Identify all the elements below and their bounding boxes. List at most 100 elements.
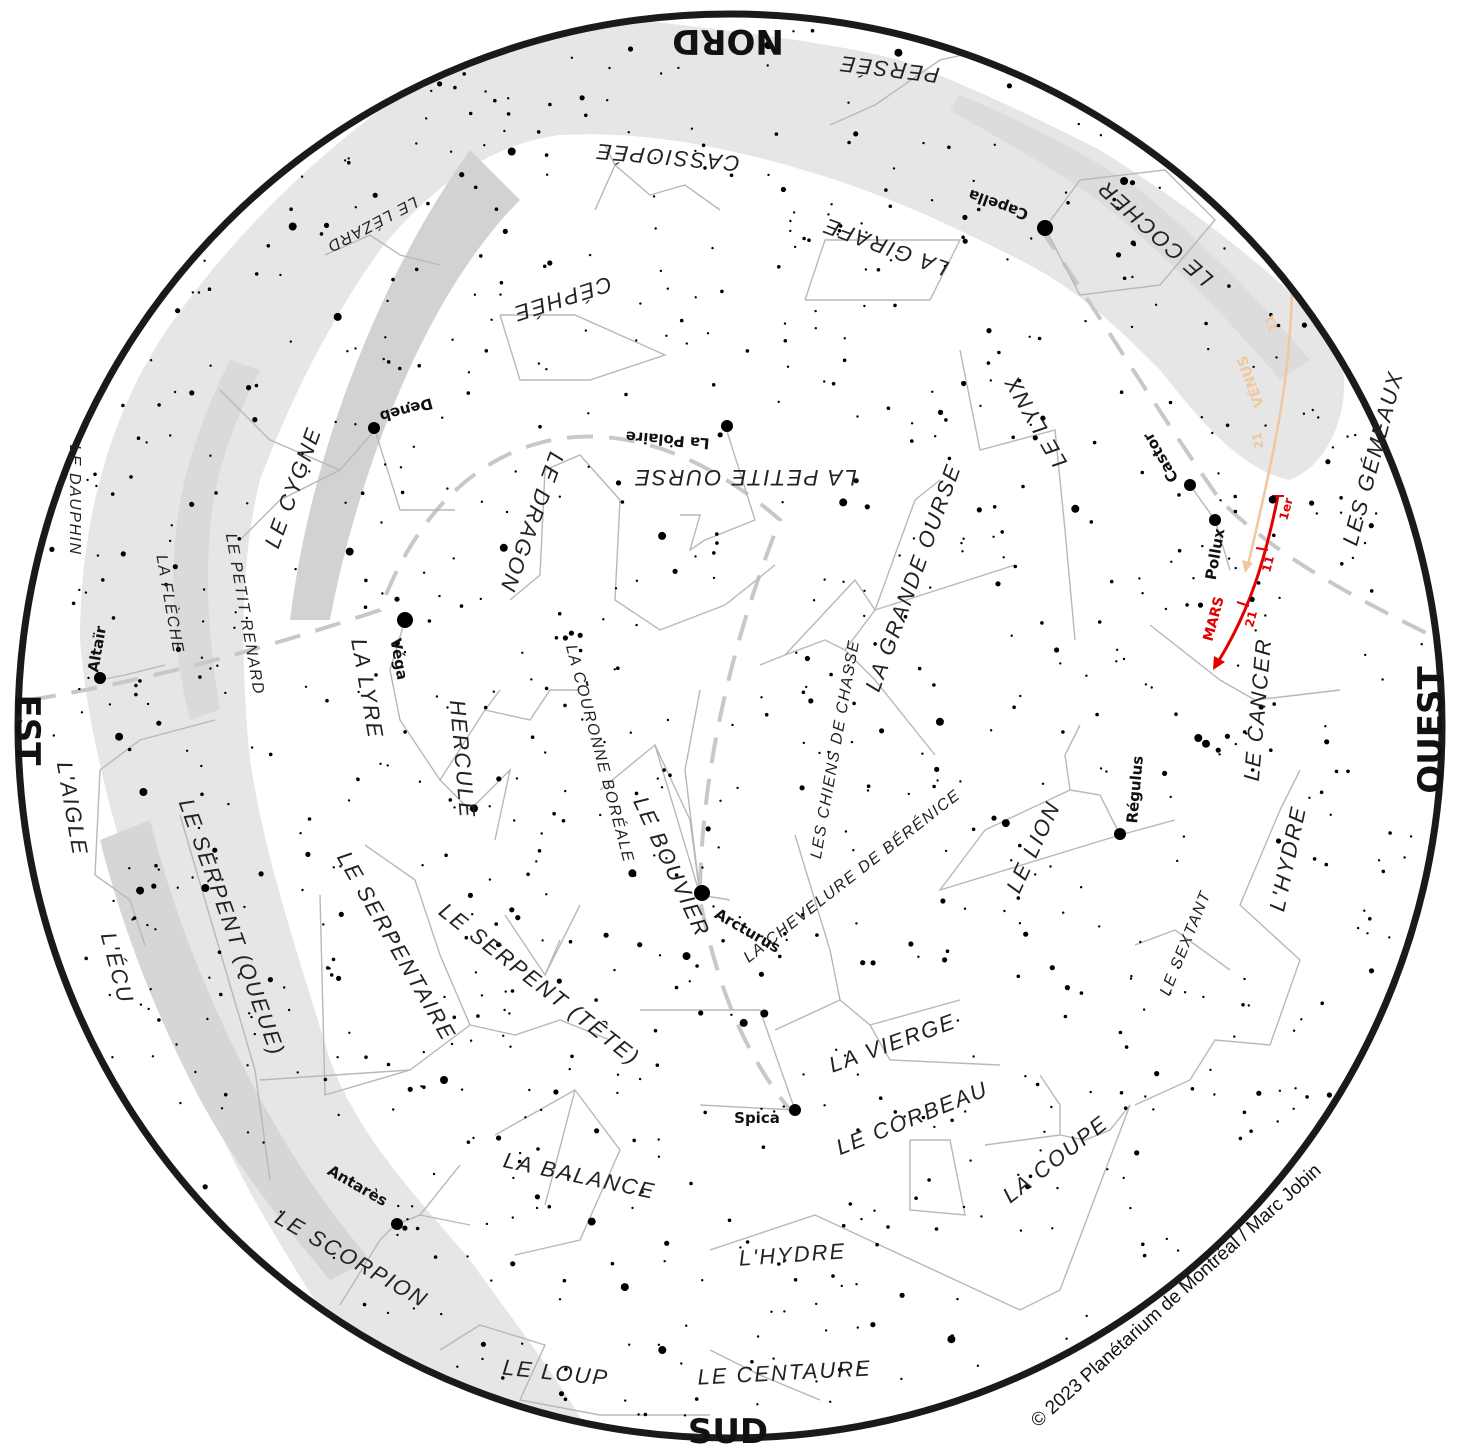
star-castor (1184, 479, 1196, 491)
star (989, 729, 993, 732)
star (914, 1196, 918, 1200)
star (602, 618, 605, 621)
star (112, 899, 115, 903)
star (635, 623, 638, 627)
label-dauphin: LE DAUPHIN (66, 444, 83, 555)
star (562, 1278, 567, 1283)
star (950, 1334, 955, 1338)
star (1204, 321, 1208, 326)
star (1252, 365, 1255, 369)
star (656, 777, 659, 780)
star (1040, 621, 1044, 625)
star (1209, 1068, 1212, 1072)
star (934, 766, 940, 773)
star (279, 273, 282, 277)
star (1168, 400, 1173, 405)
star (1129, 977, 1133, 980)
star (505, 510, 509, 514)
star (503, 129, 506, 133)
star (1258, 704, 1264, 710)
star (1275, 838, 1282, 844)
star (945, 949, 950, 953)
star (418, 780, 422, 783)
star (843, 1054, 847, 1057)
star-field (49, 28, 1431, 1417)
star (398, 366, 402, 371)
star (547, 1204, 552, 1209)
star (658, 1346, 667, 1354)
star (677, 66, 680, 70)
star (49, 546, 55, 553)
star (464, 935, 469, 940)
star (1368, 968, 1375, 974)
star (319, 232, 324, 236)
star (449, 150, 453, 153)
star (1249, 1129, 1253, 1133)
star (544, 153, 549, 157)
star (386, 1311, 390, 1315)
star (980, 1215, 983, 1218)
star (782, 1105, 785, 1108)
star (922, 141, 925, 145)
constellation-lines (94, 49, 1341, 1416)
mars-tick-11: 11 (1259, 554, 1277, 574)
star (245, 616, 248, 620)
star (252, 417, 258, 423)
star (986, 328, 992, 334)
star (889, 259, 893, 262)
star (900, 1377, 903, 1381)
star (191, 876, 194, 879)
star (921, 1115, 926, 1120)
star (960, 541, 963, 545)
star (1200, 416, 1204, 419)
star (962, 214, 968, 220)
star (839, 498, 848, 507)
label-sextant: LE SEXTANT (1157, 888, 1215, 998)
star (472, 1136, 475, 1140)
star (394, 596, 400, 602)
star (935, 717, 944, 726)
star-spica-label: Spica (734, 1109, 780, 1127)
star (300, 175, 304, 178)
star (206, 1017, 209, 1021)
star (1154, 1071, 1160, 1077)
star (698, 1010, 704, 1016)
star (847, 664, 850, 667)
star-vega (397, 612, 413, 628)
star (1275, 356, 1278, 359)
star (78, 687, 81, 691)
star (515, 915, 521, 921)
star (151, 883, 157, 889)
star (1089, 1090, 1092, 1094)
star (793, 1278, 798, 1282)
label-lyre: LA LYRE (346, 636, 388, 740)
star (1409, 835, 1413, 838)
star (848, 1202, 853, 1206)
star (1079, 991, 1084, 995)
star (325, 698, 329, 703)
star (1017, 1173, 1020, 1177)
star (863, 589, 866, 592)
star (944, 418, 948, 422)
star-spica (789, 1104, 801, 1116)
star (815, 933, 819, 937)
star (544, 751, 547, 754)
star (1077, 122, 1081, 126)
star (1269, 312, 1273, 317)
star (694, 149, 697, 153)
star (1243, 977, 1246, 981)
star (131, 918, 134, 921)
star (1013, 564, 1018, 569)
star (250, 746, 254, 749)
star (422, 1050, 425, 1054)
star (815, 1380, 818, 1383)
star (616, 1073, 620, 1076)
star (1177, 493, 1181, 497)
star (513, 819, 516, 822)
star (643, 1412, 648, 1417)
star (1368, 523, 1374, 529)
star (976, 507, 982, 513)
star (480, 1341, 486, 1347)
star (471, 913, 474, 916)
star (299, 832, 302, 835)
